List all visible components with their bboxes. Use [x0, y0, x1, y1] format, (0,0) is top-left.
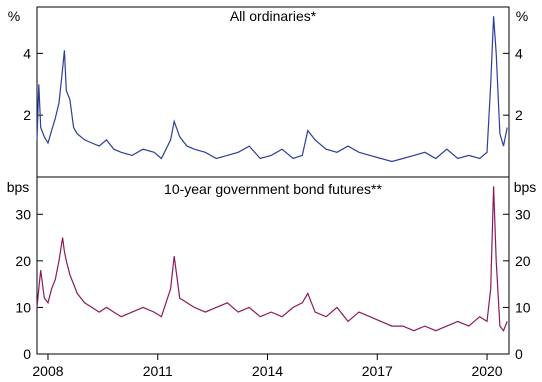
bottom-ytick-label-right: 30 [515, 206, 531, 222]
top-y-axis: 2 2 4 4 [23, 45, 523, 123]
bottom-ytick-label-left: 0 [23, 346, 31, 362]
xtick-label: 2008 [32, 363, 63, 379]
top-ytick-label-left: 4 [23, 45, 31, 61]
top-ytick-label-left: 2 [23, 107, 31, 123]
top-panel-title: All ordinaries* [230, 8, 317, 24]
bottom-panel-frame [36, 176, 510, 355]
top-unit-left: % [8, 8, 20, 24]
xtick-label: 2014 [252, 363, 283, 379]
bottom-unit-right: bps [514, 179, 537, 195]
bottom-ytick-label-left: 30 [15, 206, 31, 222]
bottom-ytick-label-right: 0 [515, 346, 523, 362]
bottom-unit-left: bps [7, 179, 30, 195]
bottom-y-axis: 0 0 10 10 20 20 30 30 [15, 206, 530, 362]
x-axis: 2008 2011 2014 2017 2020 [32, 354, 503, 379]
top-ytick-label-right: 4 [515, 45, 523, 61]
top-unit-right: % [516, 8, 528, 24]
xtick-label: 2020 [471, 363, 502, 379]
xtick-label: 2017 [362, 363, 393, 379]
bottom-panel-title: 10-year government bond futures** [164, 181, 382, 197]
bottom-ytick-label-left: 20 [15, 253, 31, 269]
xtick-label: 2011 [143, 363, 173, 379]
top-ytick-label-right: 2 [515, 107, 523, 123]
top-panel-frame [36, 6, 510, 178]
bottom-ytick-label-right: 10 [515, 299, 531, 315]
all-ordinaries-line [36, 16, 508, 163]
bottom-ytick-label-right: 20 [515, 253, 531, 269]
bottom-ytick-label-left: 10 [15, 299, 31, 315]
bond-futures-line [36, 186, 508, 332]
